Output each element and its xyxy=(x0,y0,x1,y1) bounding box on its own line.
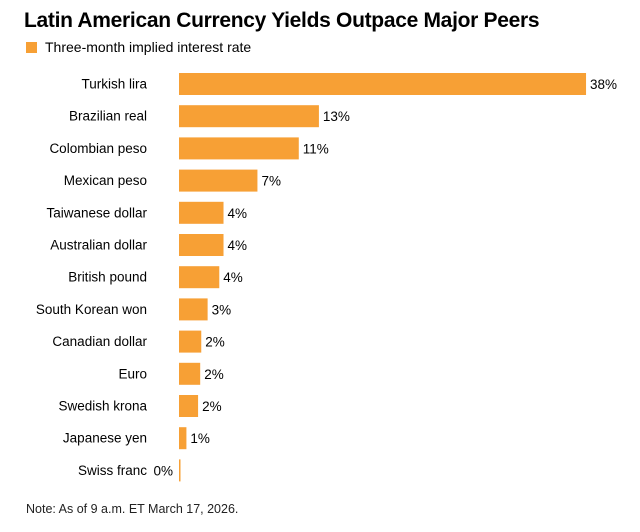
category-label: South Korean won xyxy=(36,302,147,317)
category-label: Japanese yen xyxy=(63,431,147,446)
bar xyxy=(179,362,201,385)
bar xyxy=(179,169,258,192)
value-label: 4% xyxy=(223,270,243,285)
bar xyxy=(179,298,208,321)
bar xyxy=(179,427,187,450)
category-label: Australian dollar xyxy=(50,238,147,253)
bar xyxy=(179,395,199,417)
value-label: 11% xyxy=(303,141,329,156)
category-label: Colombian peso xyxy=(49,141,147,156)
value-label: 2% xyxy=(202,399,222,414)
category-label: Swedish krona xyxy=(58,399,147,414)
category-label: Taiwanese dollar xyxy=(46,205,147,220)
value-label: 2% xyxy=(204,367,224,382)
bar xyxy=(179,266,220,289)
footnote: Note: As of 9 a.m. ET March 17, 2026. xyxy=(26,502,239,516)
bar xyxy=(179,459,181,482)
value-label: 4% xyxy=(228,206,248,221)
bar xyxy=(179,137,299,160)
value-label: 13% xyxy=(323,109,350,124)
category-label: Canadian dollar xyxy=(52,334,147,349)
legend-swatch xyxy=(26,41,37,53)
bar xyxy=(179,105,319,128)
value-label: 7% xyxy=(261,174,281,189)
category-label: Euro xyxy=(118,366,147,381)
value-label: 2% xyxy=(205,335,225,350)
value-label: 0% xyxy=(153,463,173,478)
value-label: 1% xyxy=(190,431,210,446)
category-label: Turkish lira xyxy=(81,77,147,92)
chart-title: Latin American Currency Yields Outpace M… xyxy=(24,9,540,32)
category-label: British pound xyxy=(68,270,147,285)
legend: Three-month implied interest rate xyxy=(26,39,251,55)
category-label: Swiss franc xyxy=(78,463,147,478)
bar-chart: Turkish lira 38% Brazilian real 13% Colombia… xyxy=(36,73,617,482)
value-label: 3% xyxy=(212,302,232,317)
value-label: 38% xyxy=(590,77,617,92)
legend-label: Three-month implied interest rate xyxy=(45,39,252,55)
value-label: 4% xyxy=(228,238,248,253)
category-label: Mexican peso xyxy=(64,173,147,188)
bar xyxy=(179,73,587,95)
category-label: Brazilian real xyxy=(69,109,147,124)
bar xyxy=(179,201,224,224)
bar xyxy=(179,234,224,256)
bar xyxy=(179,330,202,353)
